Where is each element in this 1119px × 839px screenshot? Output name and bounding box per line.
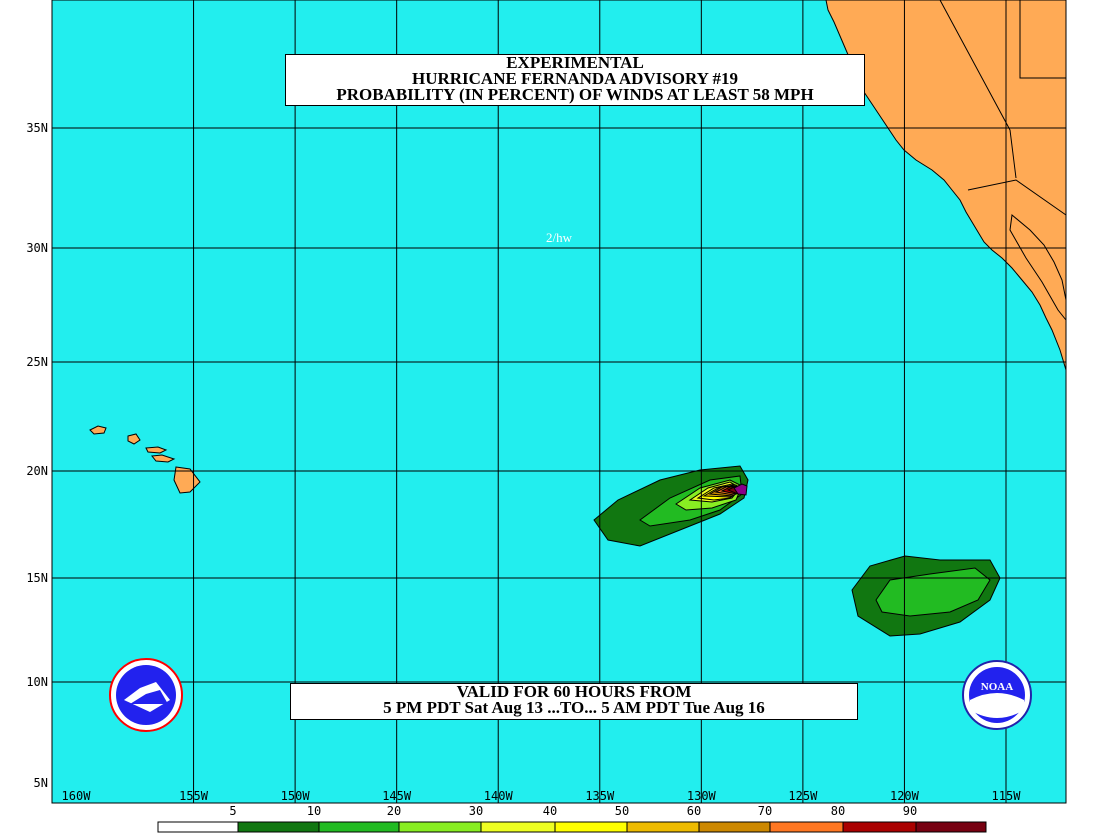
- lon-tick-label: 150W: [281, 789, 311, 803]
- fernanda-contours: [593, 465, 749, 547]
- noaa-logo-text: NOAA: [981, 681, 1013, 693]
- legend-swatch: [698, 821, 771, 833]
- legend-label: 40: [543, 804, 557, 818]
- title-line-3: PROBABILITY (IN PERCENT) OF WINDS AT LEA…: [336, 85, 814, 104]
- legend-label: 70: [758, 804, 772, 818]
- legend-swatch: [480, 821, 556, 833]
- state-border-2: [939, 0, 1017, 179]
- legend-label: 60: [687, 804, 701, 818]
- legend-label: 30: [469, 804, 483, 818]
- legend-label: 50: [615, 804, 629, 818]
- baja-peninsula: [1009, 214, 1067, 322]
- state-border-1: [1019, 0, 1066, 79]
- annotation-label: 2/hw: [546, 230, 573, 245]
- valid-line-1: VALID FOR 60 HOURS FROM: [456, 682, 692, 701]
- nws-logo: [109, 658, 183, 732]
- legend-label: 90: [903, 804, 917, 818]
- legend-swatch: [554, 821, 628, 833]
- lon-tick-label: 145W: [382, 789, 412, 803]
- title-line-2: HURRICANE FERNANDA ADVISORY #19: [411, 69, 739, 88]
- lat-tick-label: 25N: [26, 355, 48, 369]
- legend-swatch: [769, 821, 844, 833]
- lon-tick-label: 155W: [179, 789, 209, 803]
- title-box: EXPERIMENTAL HURRICANE FERNANDA ADVISORY…: [285, 54, 865, 106]
- latitude-labels: 35N 30N 25N 20N 15N 10N 5N: [26, 121, 48, 790]
- noaa-logo: NOAA: [962, 660, 1032, 730]
- lat-tick-label: 10N: [26, 675, 48, 689]
- lat-tick-label: 30N: [26, 241, 48, 255]
- valid-line-2: 5 PM PDT Sat Aug 13 ...TO... 5 AM PDT Tu…: [383, 698, 765, 717]
- lon-tick-label: 140W: [484, 789, 514, 803]
- probability-legend: 5 10 20 30 40 50 60 70 80 90: [157, 804, 987, 833]
- legend-label: 10: [307, 804, 321, 818]
- lat-tick-label: 5N: [34, 776, 48, 790]
- legend-label: 20: [387, 804, 401, 818]
- title-line-1: EXPERIMENTAL: [506, 53, 644, 72]
- legend-swatch: [915, 821, 987, 833]
- valid-box: VALID FOR 60 HOURS FROM 5 PM PDT Sat Aug…: [290, 683, 858, 720]
- map-border: [51, 0, 1067, 804]
- longitude-labels: 160W 155W 150W 145W 140W 135W 130W 125W 120W 115W: [62, 789, 1022, 803]
- legend-label: 80: [831, 804, 845, 818]
- lon-tick-label: 125W: [788, 789, 818, 803]
- lon-tick-label: 120W: [890, 789, 920, 803]
- state-border-3: [967, 179, 1067, 216]
- legend-swatch: [157, 821, 239, 833]
- legend-swatch: [318, 821, 400, 833]
- lat-tick-label: 20N: [26, 464, 48, 478]
- lat-lon-grid: [52, 0, 1066, 803]
- lat-tick-label: 15N: [26, 571, 48, 585]
- lat-tick-label: 35N: [26, 121, 48, 135]
- legend-swatch: [626, 821, 700, 833]
- lon-tick-label: 160W: [62, 789, 92, 803]
- legend-swatch: [237, 821, 320, 833]
- legend-swatch: [842, 821, 917, 833]
- legend-label: 5: [229, 804, 236, 818]
- lon-tick-label: 135W: [585, 789, 615, 803]
- lon-tick-label: 130W: [687, 789, 717, 803]
- lon-tick-label: 115W: [992, 789, 1022, 803]
- legend-swatch: [398, 821, 482, 833]
